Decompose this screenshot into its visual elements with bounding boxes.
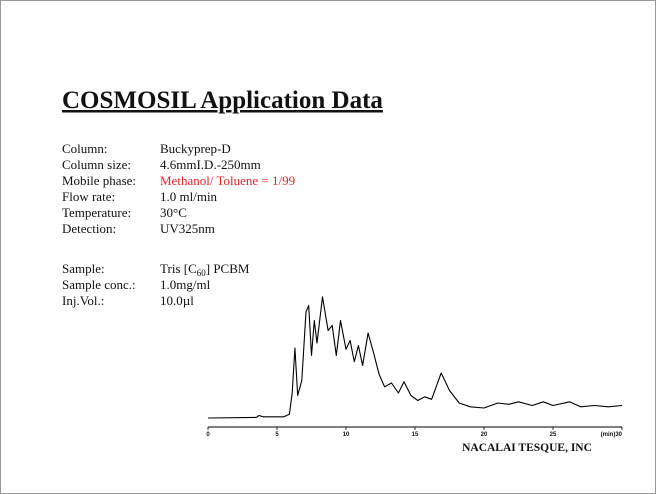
condition-value: Buckyprep-D [160,141,231,156]
x-tick-label: 25 [550,432,557,438]
x-tick-label: 15 [412,432,419,438]
x-tick-label: 10 [343,432,350,438]
x-tick-label: 0 [206,432,210,438]
condition-label: Detection: [62,221,116,236]
sample-value: Tris [C60] PCBM [160,261,250,278]
sample-info-label: Inj.Vol.: [62,293,104,308]
condition-label: Column size: [62,157,131,172]
condition-value: UV325nm [160,221,215,236]
sample-label: Sample: [62,261,105,276]
condition-value: Methanol/ Toluene = 1/99 [160,173,295,188]
x-tick-label: 5 [275,432,279,438]
condition-label: Mobile phase: [62,173,136,188]
sample-info-value: 1.0mg/ml [160,277,211,292]
x-tick-label: (min)30 [601,432,623,438]
condition-label: Column: [62,141,108,156]
condition-value: 4.6mmI.D.-250mm [160,157,261,172]
sample-name: Tris [C [160,261,197,276]
condition-label: Temperature: [62,205,131,220]
condition-label: Flow rate: [62,189,115,204]
footer: NACALAI TESQUE, INC [462,442,592,454]
sample-subscript: 60 [197,268,207,278]
condition-value: 30°C [160,205,187,220]
title: COSMOSIL Application Data [62,87,383,114]
sample-info-label: Sample conc.: [62,277,136,292]
condition-value: 1.0 ml/min [160,189,218,204]
x-tick-label: 20 [481,432,488,438]
chromatogram-trace [207,296,623,419]
sample-name-end: ] PCBM [206,261,250,276]
sample-info-value: 10.0µl [160,293,194,308]
